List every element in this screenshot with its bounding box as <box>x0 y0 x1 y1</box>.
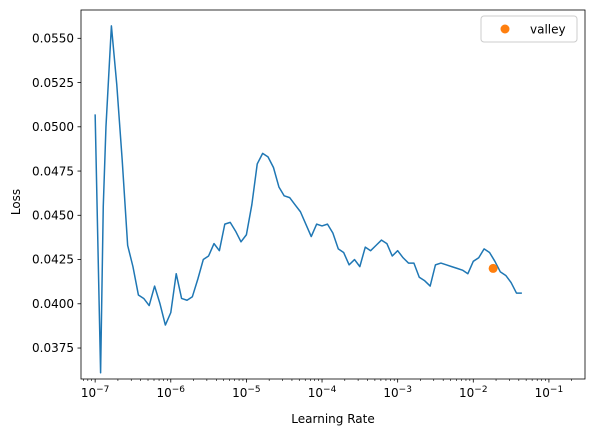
x-tick-label: 10−4 <box>308 385 337 400</box>
x-tick-label: 10−1 <box>535 385 564 400</box>
y-tick-label: 0.0400 <box>32 297 74 311</box>
legend: valley <box>480 15 578 43</box>
x-axis: 10−7 10−6 10−5 10−4 10−3 10−2 10−1 <box>81 379 572 400</box>
y-axis: 0.0375 0.0400 0.0425 0.0450 0.0475 0.0500 0.05… <box>32 32 81 355</box>
plot-frame <box>80 9 586 380</box>
series-layer <box>94 25 522 374</box>
x-tick-label: 10−7 <box>81 385 110 400</box>
legend-marker-valley <box>500 24 510 34</box>
y-tick-label: 0.0475 <box>32 164 74 178</box>
x-tick-label: 10−2 <box>459 385 488 400</box>
x-tick-label: 10−6 <box>156 385 185 400</box>
x-axis-label: Learning Rate <box>291 412 374 426</box>
valley-point <box>488 263 498 273</box>
x-tick-label: 10−3 <box>383 385 412 400</box>
y-tick-label: 0.0425 <box>32 253 74 267</box>
x-tick-label: 10−5 <box>232 385 261 400</box>
plot-area <box>80 9 586 380</box>
legend-label-valley: valley <box>530 23 566 37</box>
y-tick-label: 0.0375 <box>32 341 74 355</box>
y-tick-label: 0.0525 <box>32 76 74 90</box>
y-tick-label: 0.0500 <box>32 120 74 134</box>
y-tick-label: 0.0450 <box>32 208 74 222</box>
y-axis-label: Loss <box>9 189 23 215</box>
y-tick-label: 0.0550 <box>32 32 74 46</box>
loss-line <box>94 25 522 374</box>
legend-box <box>480 15 578 43</box>
